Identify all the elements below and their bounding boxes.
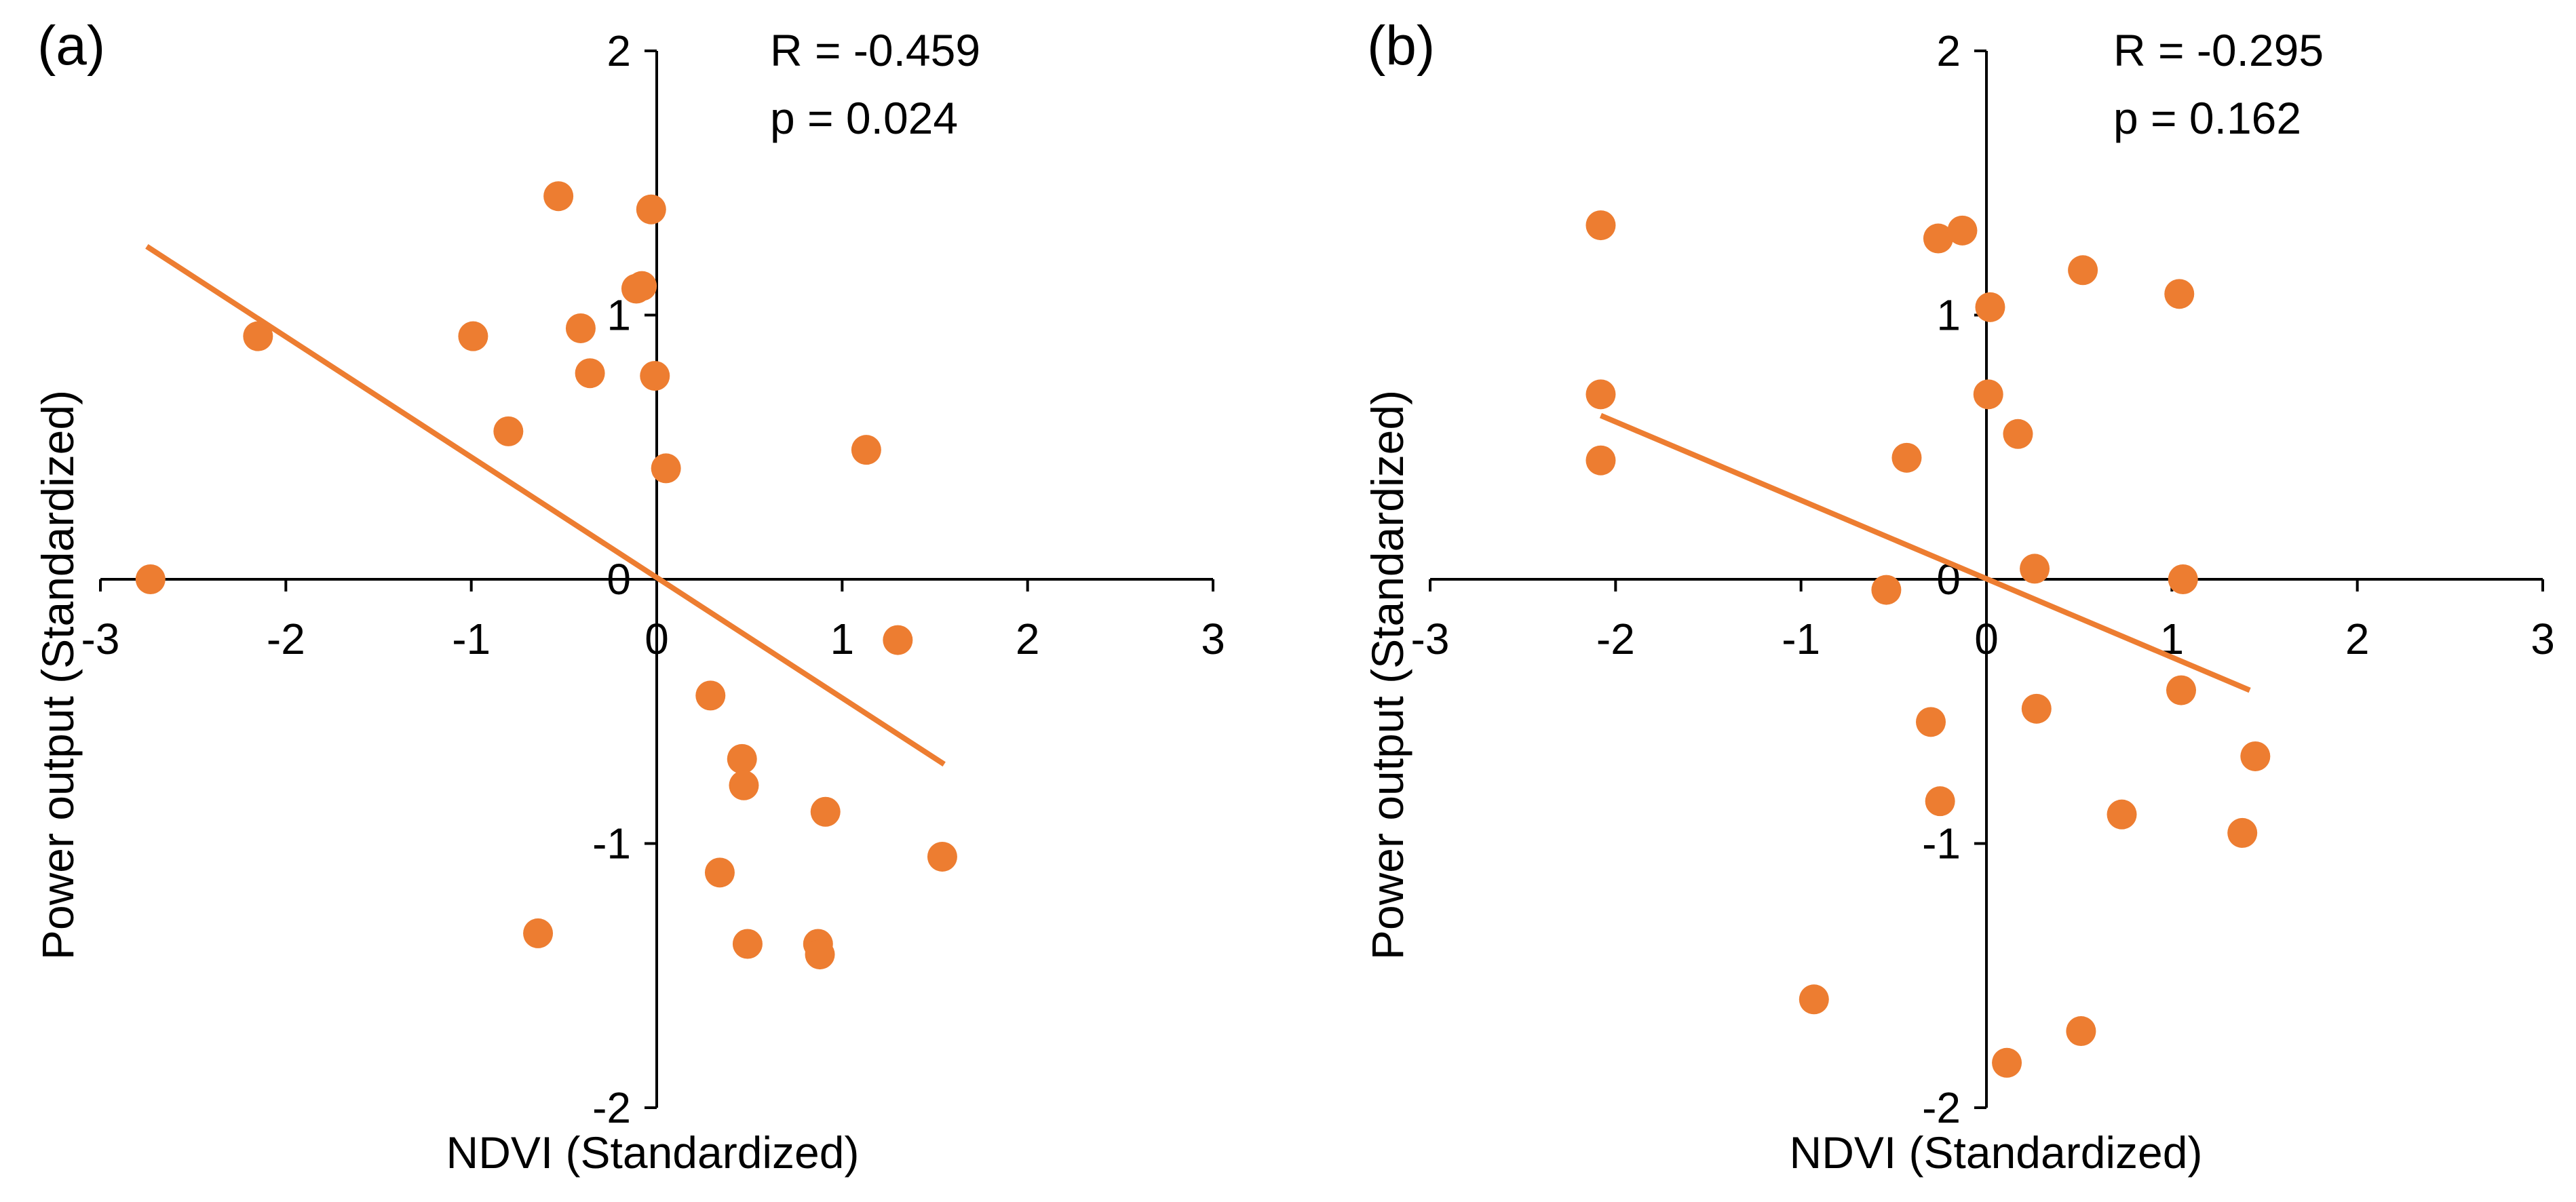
- panel-a-data-point: [523, 918, 554, 948]
- panel-a-trendline: [145, 244, 946, 767]
- panel-a-y-tick-label: 2: [607, 26, 631, 75]
- panel-b-x-tick-label: 0: [1974, 615, 1999, 663]
- panel-a-x-tick-label: 1: [830, 615, 855, 663]
- panel-a-data-point: [927, 841, 957, 872]
- panel-a-label: (a): [37, 15, 105, 77]
- panel-b-x-tick-label: 2: [2345, 615, 2370, 663]
- panel-b-data-point: [1947, 215, 1978, 246]
- panel-b-data-point: [1916, 707, 1946, 737]
- panel-b-y-tick-label: -2: [1922, 1083, 1961, 1132]
- panel-b-data-point: [2227, 817, 2258, 848]
- panel-b-data-point: [1871, 575, 1902, 605]
- panel-b: (b) R = -0.295 p = 0.162 Power output (S…: [1362, 15, 2555, 1178]
- panel-a-p-value: p = 0.024: [770, 93, 958, 143]
- panel-a-y-tick-label: -1: [592, 819, 631, 868]
- panel-b-y-axis-title: Power output (Standardized): [1362, 390, 1412, 960]
- panel-a-data-point: [883, 625, 913, 655]
- panel-a-data-point: [651, 453, 681, 484]
- panel-a-x-tick-label: 2: [1016, 615, 1040, 663]
- panel-a-y-tick-label: 0: [607, 555, 631, 604]
- panel-a-x-tick-label: 0: [645, 615, 669, 663]
- panel-b-x-axis-title: NDVI (Standardized): [1790, 1127, 2203, 1178]
- panel-a-data-point: [810, 796, 841, 827]
- panel-b-data-point: [2240, 741, 2271, 771]
- panel-b-y-tick-label: -1: [1922, 819, 1961, 868]
- panel-b-data-point: [1585, 210, 1616, 241]
- panel-a-data-point: [543, 181, 574, 212]
- panel-b-x-tick-label: 3: [2531, 615, 2555, 663]
- panel-a-x-axis-title: NDVI (Standardized): [446, 1127, 860, 1178]
- panel-b-data-point: [1891, 442, 1922, 473]
- panel-a-x-tick-label: -3: [81, 615, 120, 663]
- panel-b-x-tick-label: -2: [1596, 615, 1635, 663]
- panel-a-data-point: [729, 770, 759, 800]
- panel-a-data-point: [704, 857, 735, 888]
- panel-b-data-point: [2107, 799, 2137, 830]
- panel-a-data-point: [695, 680, 726, 711]
- panel-b-data-point: [1585, 379, 1616, 410]
- panel-b-x-tick-label: -3: [1411, 615, 1450, 663]
- panel-a-data-point: [493, 416, 524, 446]
- panel-b-data-point: [2066, 1016, 2096, 1047]
- panel-a: (a) R = -0.459 p = 0.024 Power output (S…: [33, 15, 1225, 1178]
- panel-b-r-value: R = -0.295: [2113, 25, 2324, 75]
- panel-b-data-point: [1975, 292, 2005, 322]
- panel-b-data-point: [2166, 675, 2196, 705]
- panel-b-p-value: p = 0.162: [2113, 93, 2301, 143]
- panel-a-x-tick-label: 3: [1201, 615, 1225, 663]
- panel-a-x-tick-label: -2: [267, 615, 305, 663]
- panel-a-data-point: [627, 271, 657, 301]
- panel-a-x-tick-label: -1: [452, 615, 491, 663]
- panel-a-data-point: [805, 939, 835, 970]
- panel-b-data-point: [2021, 693, 2052, 724]
- panel-b-label: (b): [1367, 15, 1435, 77]
- panel-b-data-point: [2164, 279, 2195, 309]
- panel-a-data-point: [732, 929, 763, 959]
- panel-b-data-point: [2068, 255, 2098, 286]
- panel-b-trendline: [1599, 412, 2251, 693]
- panel-b-data-point: [2168, 564, 2198, 594]
- panel-a-data-point: [851, 435, 881, 465]
- panel-b-data-point: [1925, 786, 1955, 817]
- panel-a-data-point: [135, 564, 166, 594]
- panel-b-data-point: [1992, 1047, 2022, 1078]
- panel-a-data-point: [575, 358, 605, 389]
- panel-a-data-point: [640, 361, 670, 391]
- panel-a-r-value: R = -0.459: [770, 25, 980, 75]
- panel-a-y-tick-label: -2: [592, 1083, 631, 1132]
- panel-b-data-point: [1973, 379, 2003, 410]
- panel-b-data-point: [1799, 984, 1829, 1015]
- panel-a-data-point: [727, 743, 757, 774]
- panel-a-y-axis-title: Power output (Standardized): [33, 390, 83, 960]
- panel-a-data-point: [458, 321, 488, 351]
- panel-a-data-point: [565, 313, 596, 343]
- panel-a-data-point: [243, 321, 273, 351]
- panel-b-y-tick-label: 1: [1936, 291, 1961, 340]
- panel-b-data-point: [2003, 419, 2033, 449]
- panel-b-data-point: [2020, 554, 2050, 584]
- panel-b-x-tick-label: -1: [1782, 615, 1820, 663]
- panel-a-data-point: [636, 194, 666, 225]
- panel-b-data-point: [1923, 223, 1953, 254]
- panel-b-data-point: [1585, 445, 1616, 476]
- panel-b-y-tick-label: 2: [1936, 26, 1961, 75]
